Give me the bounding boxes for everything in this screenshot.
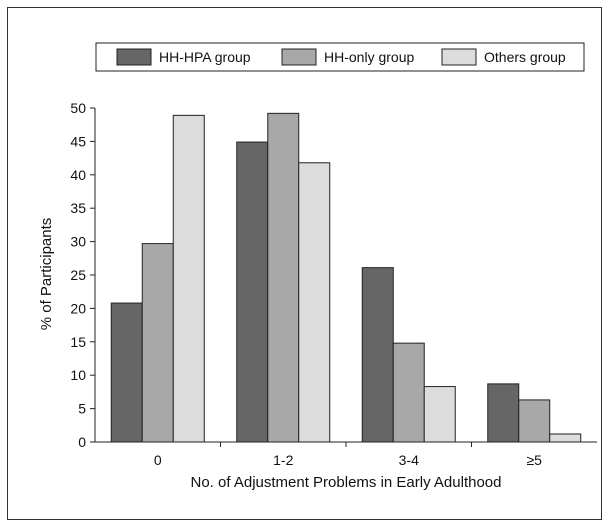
bar-hh-only-group-3 — [518, 399, 551, 443]
legend-label: HH-only group — [324, 49, 414, 65]
y-tick-label: 40 — [70, 167, 86, 183]
bar-hh-hpa-group-2 — [361, 267, 394, 443]
x-tick-label: ≥5 — [527, 452, 543, 468]
bar-others-group-2 — [423, 386, 456, 443]
legend-label: HH-HPA group — [159, 49, 251, 65]
y-tick-label: 5 — [78, 401, 86, 417]
bar-hh-hpa-group-3 — [487, 383, 520, 443]
y-tick-label: 10 — [70, 367, 86, 383]
bar-hh-only-group-0 — [141, 243, 174, 443]
bar-hh-hpa-group-1 — [236, 141, 269, 443]
bar-others-group-3 — [549, 433, 582, 443]
y-tick-label: 45 — [70, 133, 86, 149]
y-tick-label: 20 — [70, 300, 86, 316]
x-axis-label: No. of Adjustment Problems in Early Adul… — [190, 474, 501, 491]
bar-others-group-1 — [298, 162, 331, 443]
legend-swatch — [281, 48, 317, 66]
legend-swatch — [441, 48, 477, 66]
x-tick-label: 0 — [154, 452, 162, 468]
bar-hh-hpa-group-0 — [110, 302, 143, 443]
legend-box — [95, 42, 585, 72]
legend-label: Others group — [484, 49, 566, 65]
y-tick-label: 35 — [70, 200, 86, 216]
bar-hh-only-group-1 — [267, 112, 300, 443]
y-tick-label: 50 — [70, 100, 86, 116]
legend-swatch — [116, 48, 152, 66]
y-tick-label: 25 — [70, 267, 86, 283]
legend: HH-HPA group HH-only group Others group — [95, 42, 585, 72]
x-tick-label: 1-2 — [273, 452, 293, 468]
x-tick-label: 3-4 — [399, 452, 419, 468]
y-tick-label: 30 — [70, 234, 86, 250]
y-tick-label: 0 — [78, 434, 86, 450]
bar-hh-only-group-2 — [392, 342, 425, 443]
plot-area: 0 5 10 15 20 25 30 35 40 45 50 0 1-2 3-4 ≥5 — [70, 100, 597, 468]
y-tick-label: 15 — [70, 334, 86, 350]
y-axis-label: % of Participants — [38, 218, 55, 331]
bar-others-group-0 — [172, 114, 205, 443]
